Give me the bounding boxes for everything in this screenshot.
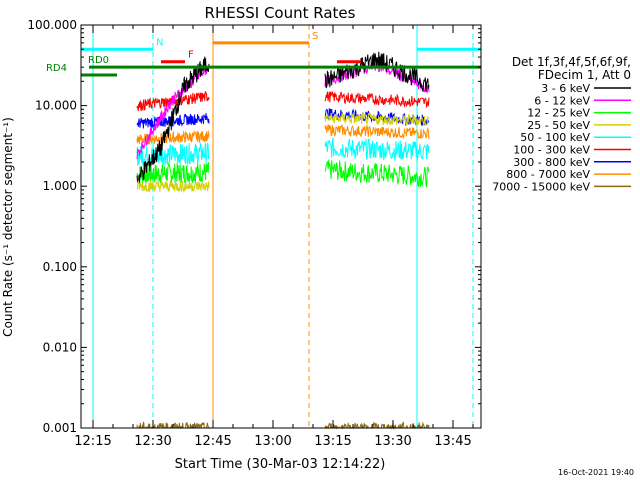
annotation-label-2: S	[312, 31, 318, 42]
series-trace-3-segment-0	[136, 179, 210, 194]
x-tick-label-5: 13:30	[374, 434, 411, 449]
legend-title-line2: FDecim 1, Att 0	[538, 68, 631, 82]
series-trace-0-segment-1	[324, 51, 430, 93]
legend-label-8: 7000 - 15000 keV	[492, 180, 590, 193]
series-trace-6-segment-0	[136, 113, 210, 129]
y-tick-label-0: 100.000	[27, 18, 77, 32]
x-tick-label-6: 13:45	[434, 434, 471, 449]
y-axis-label: Count Rate (s⁻¹ detector segment⁻¹)	[1, 117, 15, 337]
annotation-label-1: F	[188, 50, 194, 61]
series-trace-0-segment-0	[136, 56, 210, 184]
legend-label-2: 12 - 25 keV	[527, 107, 590, 120]
annotation-label-5: RD0	[88, 55, 109, 66]
y-tick-label-3: 0.100	[43, 260, 77, 274]
y-axis: 100.000 10.000 1.000 0.100 0.010 0.001	[27, 18, 481, 435]
y-tick-label-1: 10.000	[35, 99, 77, 113]
x-tick-label-3: 13:00	[254, 434, 291, 449]
series-trace-4-segment-1	[324, 137, 430, 162]
legend-label-5: 100 - 300 keV	[513, 144, 590, 157]
plot-frame	[80, 24, 482, 429]
series-trace-2-segment-1	[324, 159, 430, 188]
annotation-label-0: N	[156, 37, 163, 48]
annotation-label-6: RD4	[46, 63, 67, 74]
legend-title-line1: Det 1f,3f,4f,5f,6f,9f,	[512, 55, 631, 69]
series-trace-7-segment-1	[324, 124, 430, 140]
legend-label-3: 25 - 50 keV	[527, 119, 590, 132]
y-tick-label-4: 0.010	[43, 340, 77, 354]
series-trace-5-segment-0	[136, 91, 210, 112]
y-tick-label-2: 1.000	[43, 179, 77, 193]
legend-label-4: 50 - 100 keV	[520, 131, 590, 144]
x-axis-label: Start Time (30-Mar-03 12:14:22)	[175, 457, 386, 472]
legend: Det 1f,3f,4f,5f,6f,9f, FDecim 1, Att 0 3…	[492, 55, 631, 193]
x-tick-label-4: 13:15	[314, 434, 351, 449]
legend-label-1: 6 - 12 keV	[534, 94, 590, 107]
x-axis: 12:15 12:30 12:45 13:00 13:15 13:30 13:45	[74, 25, 474, 449]
series-trace-3-segment-1	[324, 111, 430, 127]
footer-timestamp: 16-Oct-2021 19:40	[558, 468, 634, 477]
legend-label-0: 3 - 6 keV	[541, 82, 590, 95]
legend-label-7: 800 - 7000 keV	[506, 168, 590, 181]
plot-area: N F S RD0 RD4	[46, 25, 481, 430]
x-tick-label-2: 12:45	[194, 434, 231, 449]
x-tick-label-1: 12:30	[134, 434, 171, 449]
chart-title: RHESSI Count Rates	[205, 4, 356, 22]
legend-label-6: 300 - 800 keV	[513, 156, 590, 169]
y-tick-label-5: 0.001	[43, 421, 77, 435]
series-trace-2-segment-0	[136, 161, 210, 185]
x-tick-label-0: 12:15	[74, 434, 111, 449]
series-trace-5-segment-1	[324, 91, 430, 108]
